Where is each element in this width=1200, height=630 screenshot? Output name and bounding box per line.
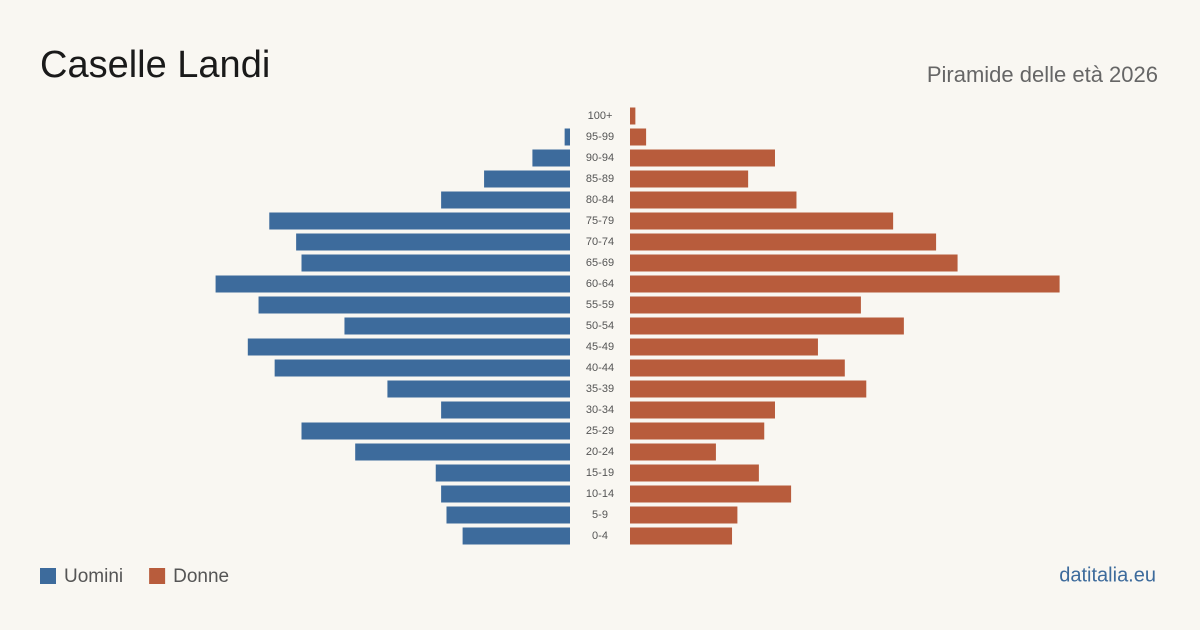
chart-title: Caselle Landi xyxy=(40,44,270,86)
age-label: 40-44 xyxy=(586,362,614,374)
bar xyxy=(446,506,570,524)
bar xyxy=(387,380,570,398)
bar xyxy=(630,170,749,188)
age-label: 50-54 xyxy=(586,320,614,332)
bar xyxy=(630,380,867,398)
age-label: 85-89 xyxy=(586,173,614,185)
age-label: 30-34 xyxy=(586,404,614,416)
bar xyxy=(247,338,571,356)
bar xyxy=(344,317,570,335)
age-label: 100+ xyxy=(588,110,613,122)
age-label: 10-14 xyxy=(586,488,614,500)
chart-subtitle: Piramide delle età 2026 xyxy=(927,62,1158,87)
bar xyxy=(630,275,1060,293)
bar xyxy=(630,317,904,335)
bar xyxy=(630,233,937,251)
bar xyxy=(630,506,738,524)
source: datitalia.eu xyxy=(1059,564,1156,586)
bar xyxy=(484,170,570,188)
bar xyxy=(441,401,570,419)
age-label: 65-69 xyxy=(586,257,614,269)
bar xyxy=(630,254,958,272)
legend-swatch xyxy=(40,568,56,584)
bar xyxy=(258,296,570,314)
bar xyxy=(269,212,570,230)
age-label: 25-29 xyxy=(586,425,614,437)
bar xyxy=(630,296,861,314)
bar xyxy=(630,443,716,461)
age-label: 0-4 xyxy=(592,530,608,542)
bar xyxy=(441,485,570,503)
bar xyxy=(296,233,570,251)
bar xyxy=(630,464,759,482)
bar xyxy=(301,422,570,440)
bar xyxy=(630,359,845,377)
bar xyxy=(301,254,570,272)
age-label: 55-59 xyxy=(586,299,614,311)
age-label: 35-39 xyxy=(586,383,614,395)
bar xyxy=(630,401,775,419)
age-label: 15-19 xyxy=(586,467,614,479)
bar xyxy=(630,191,797,209)
age-label: 60-64 xyxy=(586,278,614,290)
bar xyxy=(630,338,818,356)
age-label: 5-9 xyxy=(592,509,608,521)
bar xyxy=(274,359,570,377)
age-label: 75-79 xyxy=(586,215,614,227)
bar xyxy=(564,128,570,146)
bar xyxy=(630,128,647,146)
legend-label: Uomini xyxy=(64,566,123,587)
bar xyxy=(435,464,570,482)
bar xyxy=(630,422,765,440)
bar xyxy=(355,443,570,461)
age-label: 20-24 xyxy=(586,446,614,458)
age-label: 95-99 xyxy=(586,131,614,143)
age-label: 80-84 xyxy=(586,194,614,206)
bar xyxy=(630,485,792,503)
legend-label: Donne xyxy=(173,566,229,587)
age-label: 45-49 xyxy=(586,341,614,353)
bar xyxy=(441,191,570,209)
bar xyxy=(630,107,636,125)
bar xyxy=(630,149,775,167)
age-label: 90-94 xyxy=(586,152,614,164)
bar xyxy=(630,212,894,230)
bar xyxy=(630,527,733,545)
bar xyxy=(532,149,570,167)
bar xyxy=(462,527,570,545)
age-label: 70-74 xyxy=(586,236,614,248)
bar xyxy=(215,275,570,293)
legend-swatch xyxy=(149,568,166,584)
